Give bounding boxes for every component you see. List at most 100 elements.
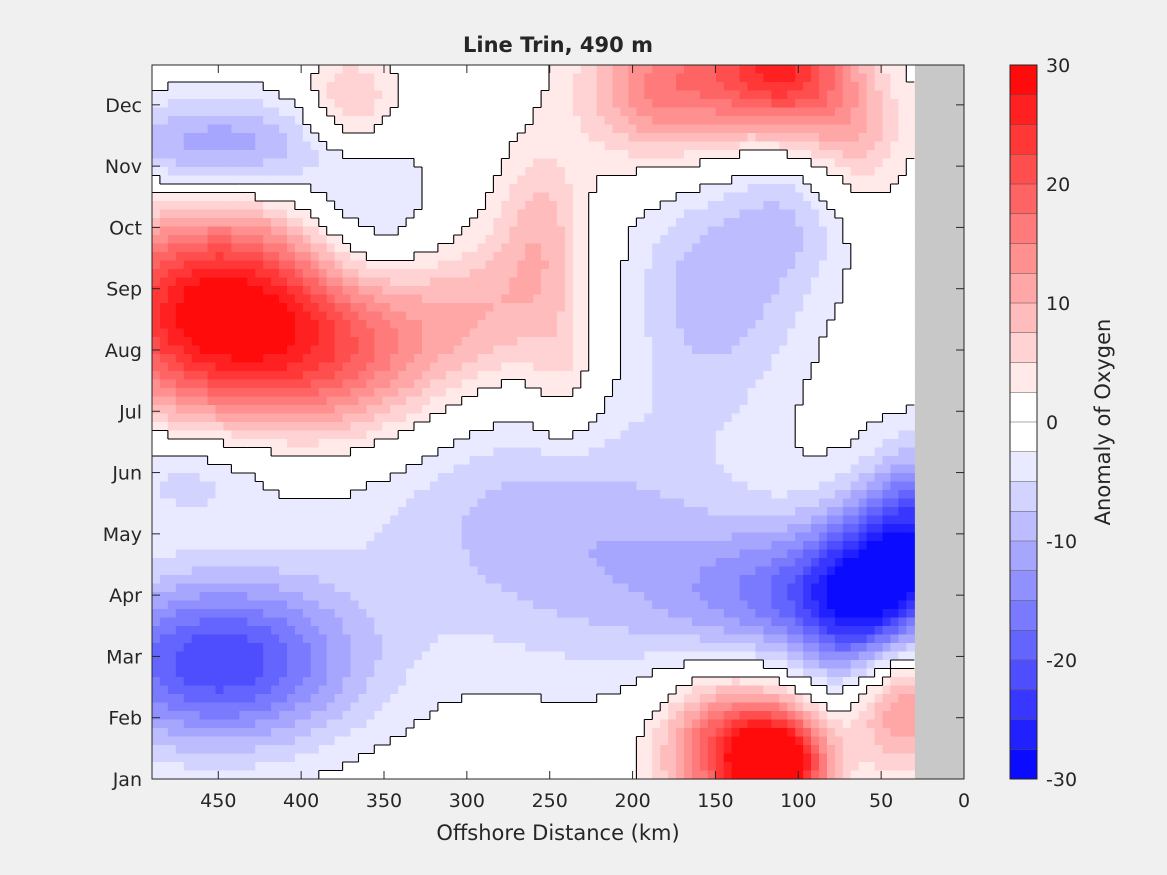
- heatmap-cell: [850, 269, 860, 279]
- heatmap-cell: [477, 158, 487, 168]
- heatmap-cell: [167, 286, 177, 296]
- heatmap-cell: [485, 481, 495, 491]
- heatmap-cell: [572, 473, 582, 483]
- heatmap-cell: [525, 192, 534, 202]
- heatmap-cell: [302, 354, 312, 364]
- heatmap-cell: [771, 311, 780, 321]
- heatmap-cell: [723, 303, 733, 313]
- heatmap-cell: [874, 473, 884, 483]
- heatmap-cell: [271, 226, 280, 236]
- heatmap-cell: [509, 464, 518, 474]
- heatmap-cell: [461, 354, 471, 364]
- heatmap-cell: [628, 184, 637, 194]
- heatmap-cell: [414, 116, 423, 126]
- heatmap-cell: [183, 481, 193, 491]
- heatmap-cell: [461, 260, 471, 270]
- heatmap-cell: [596, 328, 606, 338]
- heatmap-cell: [318, 243, 328, 253]
- heatmap-cell: [596, 430, 606, 440]
- heatmap-cell: [421, 65, 431, 75]
- heatmap-cell: [596, 150, 606, 160]
- heatmap-cell: [620, 286, 630, 296]
- heatmap-cell: [374, 141, 383, 151]
- heatmap-cell: [286, 430, 296, 440]
- heatmap-cell: [549, 150, 558, 160]
- heatmap-cell: [279, 167, 288, 177]
- heatmap-cell: [239, 235, 248, 245]
- heatmap-cell: [159, 337, 169, 347]
- heatmap-cell: [263, 260, 272, 270]
- heatmap-cell: [636, 184, 645, 194]
- heatmap-cell: [588, 243, 598, 253]
- heatmap-cell: [326, 218, 336, 228]
- heatmap-cell: [691, 379, 701, 389]
- heatmap-cell: [572, 456, 582, 466]
- heatmap-cell: [834, 371, 844, 381]
- heatmap-cell: [691, 277, 701, 287]
- heatmap-cell: [318, 277, 328, 287]
- heatmap-cell: [612, 413, 622, 423]
- heatmap-cell: [453, 167, 463, 177]
- heatmap-cell: [366, 209, 375, 219]
- heatmap-cell: [842, 371, 852, 381]
- heatmap-cell: [326, 328, 336, 338]
- heatmap-cell: [445, 481, 455, 491]
- heatmap-cell: [842, 269, 852, 279]
- heatmap-cell: [159, 124, 169, 134]
- heatmap-cell: [763, 192, 772, 202]
- heatmap-cell: [564, 192, 574, 202]
- heatmap-cell: [906, 150, 915, 160]
- heatmap-cell: [858, 320, 868, 330]
- heatmap-cell: [302, 379, 312, 389]
- heatmap-cell: [271, 277, 280, 287]
- heatmap-cell: [572, 430, 582, 440]
- heatmap-cell: [152, 99, 161, 109]
- heatmap-cell: [890, 65, 899, 75]
- heatmap-cell: [604, 456, 614, 466]
- heatmap-cell: [747, 277, 757, 287]
- heatmap-cell: [604, 413, 614, 423]
- heatmap-cell: [604, 107, 614, 117]
- heatmap-cell: [199, 422, 209, 432]
- heatmap-cell: [691, 226, 701, 236]
- heatmap-cell: [787, 133, 796, 143]
- heatmap-cell: [437, 158, 447, 168]
- heatmap-cell: [572, 277, 582, 287]
- heatmap-cell: [469, 354, 479, 364]
- heatmap-cell: [477, 422, 487, 432]
- heatmap-cell: [223, 90, 232, 100]
- heatmap-cell: [247, 184, 256, 194]
- heatmap-cell: [501, 396, 510, 406]
- heatmap-cell: [731, 286, 741, 296]
- heatmap-cell: [191, 201, 201, 211]
- heatmap-cell: [398, 90, 407, 100]
- heatmap-cell: [771, 430, 780, 440]
- heatmap-cell: [239, 107, 248, 117]
- heatmap-cell: [890, 311, 899, 321]
- heatmap-cell: [676, 116, 685, 126]
- heatmap-cell: [604, 311, 614, 321]
- heatmap-cell: [223, 184, 232, 194]
- heatmap-cell: [509, 124, 518, 134]
- heatmap-cell: [604, 286, 614, 296]
- heatmap-cell: [541, 201, 550, 211]
- heatmap-cell: [215, 192, 225, 202]
- heatmap-cell: [874, 362, 884, 372]
- heatmap-cell: [175, 481, 185, 491]
- heatmap-cell: [167, 303, 177, 313]
- heatmap-cell: [374, 379, 383, 389]
- heatmap-cell: [707, 243, 717, 253]
- heatmap-cell: [684, 133, 693, 143]
- heatmap-cell: [533, 405, 542, 415]
- heatmap-cell: [588, 303, 598, 313]
- heatmap-cell: [326, 345, 336, 355]
- heatmap-cell: [310, 218, 320, 228]
- heatmap-cell: [239, 141, 248, 151]
- heatmap-cell: [263, 158, 272, 168]
- heatmap-cell: [572, 235, 582, 245]
- heatmap-cell: [874, 150, 884, 160]
- heatmap-cell: [906, 124, 915, 134]
- heatmap-cell: [739, 481, 749, 491]
- heatmap-cell: [167, 379, 177, 389]
- heatmap-cell: [660, 218, 669, 228]
